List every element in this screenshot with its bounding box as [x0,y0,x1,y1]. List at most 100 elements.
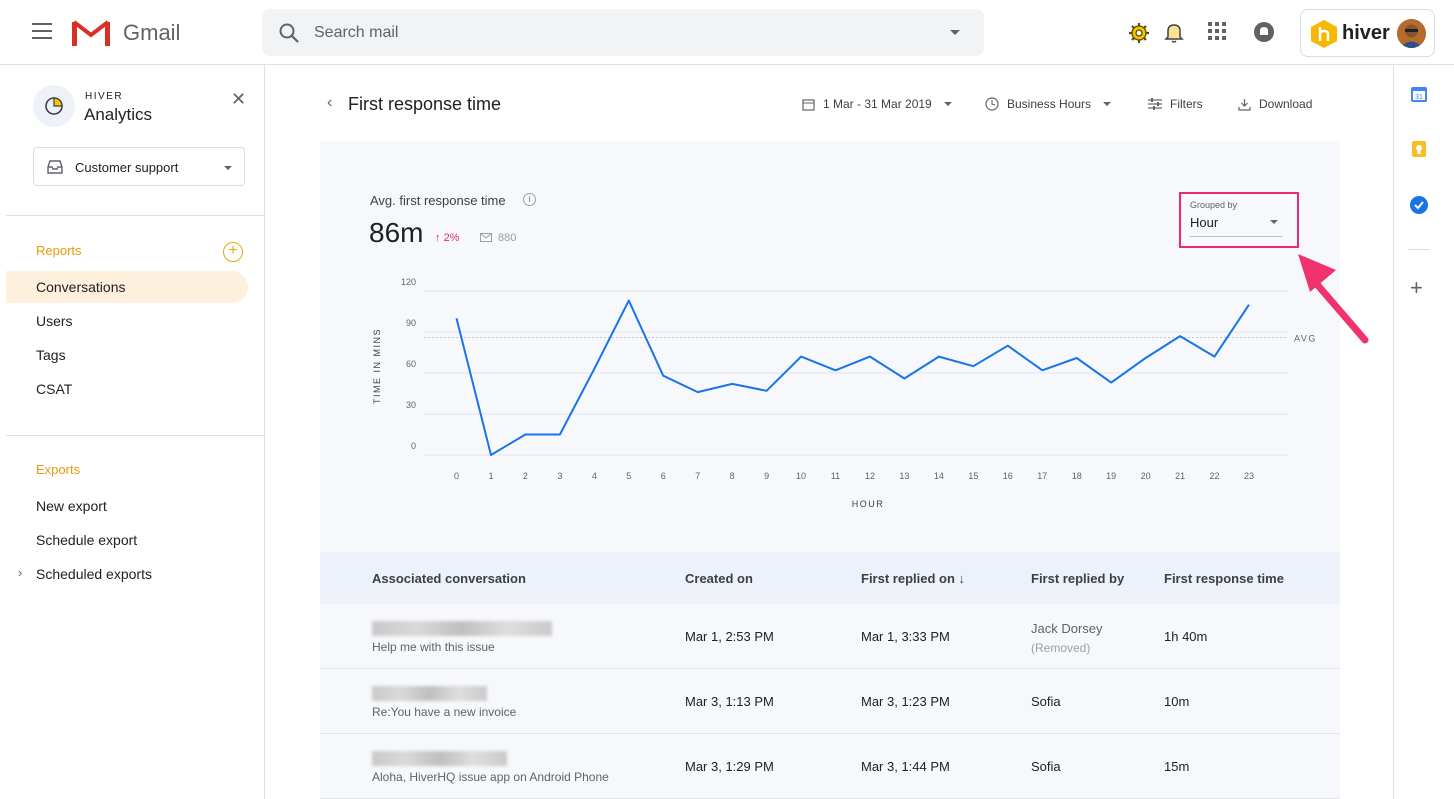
chevron-down-icon [943,102,952,106]
page-title: First response time [348,94,502,114]
search-icon[interactable] [278,22,300,44]
inbox-icon [47,160,63,174]
calendar-icon[interactable]: 31 [1410,85,1428,103]
x-tick-label: 8 [730,471,735,481]
back-arrow-icon[interactable]: ‹ [327,94,333,111]
metric-change: ↑ 2% [435,232,460,244]
x-tick-label: 0 [454,471,459,481]
x-tick-label: 11 [831,471,840,481]
chevron-down-icon [224,166,232,170]
conversation-subject[interactable]: Help me with this issue [372,640,495,654]
first-replied-on-cell: Mar 3, 1:23 PM [861,694,950,709]
column-header-first-response-time[interactable]: First response time [1164,571,1284,586]
grouped-by-dropdown[interactable]: Grouped by Hour [1179,192,1299,248]
conversation-subject[interactable]: Re:You have a new invoice [372,705,517,719]
table-row[interactable]: Re:You have a new invoice Mar 3, 1:13 PM… [320,669,1340,734]
sidebar-item-scheduled-exports[interactable]: Scheduled exports [36,566,152,582]
hiver-account-button[interactable]: hiver [1300,9,1435,57]
x-tick-label: 2 [523,471,528,481]
y-tick-label: 60 [406,359,416,369]
conversation-subject[interactable]: Aloha, HiverHQ issue app on Android Phon… [372,770,609,784]
chevron-down-icon [1103,102,1112,106]
hours-picker[interactable]: Business Hours [985,97,1112,111]
redacted-sender [372,751,507,766]
download-button[interactable]: Download [1238,97,1312,111]
x-tick-label: 6 [661,471,666,481]
analytics-pie-icon [33,85,75,127]
column-header-first-replied-on[interactable]: First replied on ↓ [861,571,966,586]
chevron-right-icon[interactable]: › [18,565,23,580]
divider [6,215,265,216]
search-input[interactable] [314,9,914,56]
keep-icon[interactable] [1410,140,1428,158]
add-report-icon[interactable]: + [223,242,243,262]
filters-label: Filters [1170,97,1203,111]
first-response-time-cell: 1h 40m [1164,629,1208,644]
filters-button[interactable]: Filters [1148,97,1203,111]
date-range-picker[interactable]: 1 Mar - 31 Mar 2019 [802,97,952,111]
info-icon[interactable]: i [523,193,536,206]
created-on-cell: Mar 1, 2:53 PM [685,629,774,644]
filter-icon [1148,98,1162,110]
search-options-icon[interactable] [950,30,960,35]
clock-icon [985,97,999,111]
mail-icon [480,233,492,242]
sidebar-item-conversations[interactable]: Conversations [6,271,248,303]
column-header-conversation[interactable]: Associated conversation [372,571,526,586]
x-tick-label: 5 [626,471,631,481]
settings-gear-icon[interactable] [1128,22,1150,44]
x-tick-label: 20 [1141,471,1151,481]
sidebar-item-tags[interactable]: Tags [36,347,66,363]
pointer-arrow-annotation [1298,254,1369,344]
x-tick-label: 14 [934,471,944,481]
first-replied-on-cell: Mar 1, 3:33 PM [861,629,950,644]
table-row[interactable]: Aloha, HiverHQ issue app on Android Phon… [320,734,1340,799]
y-axis-title: TIME IN MINS [372,328,382,404]
x-tick-label: 13 [899,471,909,481]
inbox-selector[interactable]: Customer support [33,147,245,186]
grouped-by-label: Grouped by [1190,200,1238,210]
x-axis-title: HOUR [852,499,885,509]
y-tick-label: 90 [406,318,416,328]
top-bar: Gmail [0,0,1454,65]
x-tick-label: 23 [1244,471,1254,481]
search-bar [262,9,984,56]
column-header-first-replied-by[interactable]: First replied by [1031,571,1125,586]
x-tick-label: 12 [865,471,875,481]
redacted-sender [372,621,552,636]
main-menu-icon[interactable] [32,23,52,39]
avatar[interactable] [1397,19,1426,48]
divider [1408,249,1430,250]
sidebar-item-schedule-export[interactable]: Schedule export [36,532,138,548]
x-tick-label: 4 [592,471,597,481]
notification-bell-icon[interactable] [1164,22,1184,44]
chevron-down-icon [1270,220,1278,224]
series-line [455,299,1250,456]
apps-grid-icon[interactable] [1208,22,1226,40]
sidebar-item-users[interactable]: Users [36,313,73,329]
x-tick-label: 10 [796,471,806,481]
tasks-icon[interactable] [1410,196,1428,214]
table-row[interactable]: Help me with this issue Mar 1, 2:53 PM M… [320,604,1340,669]
close-icon[interactable]: ✕ [231,89,247,109]
hiver-logo [1311,20,1337,48]
account-notifications-icon[interactable] [1254,22,1274,42]
svg-text:31: 31 [1415,94,1423,101]
first-response-time-cell: 10m [1164,694,1190,709]
x-tick-label: 9 [764,471,769,481]
side-panel-rail: 31 + [1393,65,1454,799]
sidebar-item-new-export[interactable]: New export [36,498,107,514]
exports-heading: Exports [36,462,81,477]
divider [6,435,265,436]
add-addon-icon[interactable]: + [1410,275,1423,300]
created-on-cell: Mar 3, 1:13 PM [685,694,774,709]
column-header-created-on[interactable]: Created on [685,571,753,586]
created-on-cell: Mar 3, 1:29 PM [685,759,774,774]
grouped-by-value: Hour [1190,215,1219,230]
hiver-brand: HIVER [85,91,124,102]
sidebar-item-csat[interactable]: CSAT [36,381,73,397]
first-replied-on-cell: Mar 3, 1:44 PM [861,759,950,774]
x-tick-label: 19 [1106,471,1116,481]
avg-label: AVG [1294,333,1317,343]
chart-panel: Avg. first response time i 86m ↑ 2% 880 … [320,141,1340,552]
